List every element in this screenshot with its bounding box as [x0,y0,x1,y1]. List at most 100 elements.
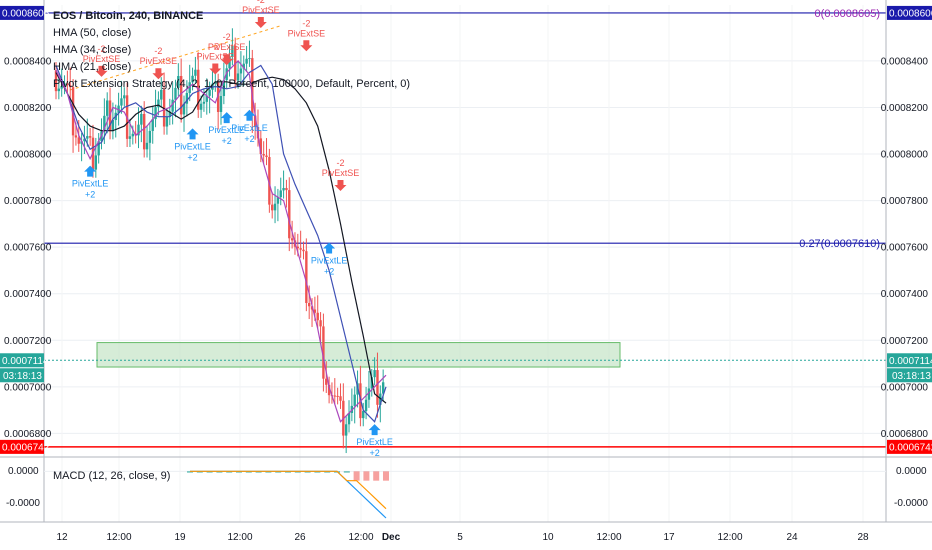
candle-body [307,303,311,307]
long-signal-label: PivExtLE [356,437,393,447]
fib-level-027-label: 0.27(0.0007610) [799,238,880,250]
time-tick: 17 [663,532,675,543]
price-tick: 0.0007600 [4,243,52,254]
candle-body [77,137,80,144]
candle-body [88,136,92,138]
badge-last-left: 0.0007114 [0,353,49,368]
candle-body [174,87,177,100]
indicator-hma21: HMA (21, close) [53,61,131,73]
long-signal-qty: +2 [244,134,254,144]
time-axis[interactable]: 12 12:00 19 12:00 26 12:00 Dec 5 10 12:00 17 12:00 2… [56,532,869,543]
candle-body [194,69,197,76]
candle-body [57,88,61,92]
candle-body [245,58,248,64]
candle-body [157,99,160,108]
down-arrow-icon [209,63,222,75]
macd-histogram-bar [216,471,223,473]
candle-body [131,133,135,137]
candle-body [299,248,302,250]
badge-timer-right: 03:18:13 [887,368,932,383]
long-signal-marker: PivExtLE+2 [72,165,109,200]
candle-body [197,69,200,110]
candle-body [339,396,342,401]
price-tick: 0.0007200 [881,336,929,347]
up-arrow-icon [186,128,199,140]
candle-body [202,101,206,104]
time-tick: 12 [56,532,68,543]
price-tick: 0.0008200 [881,103,929,114]
macd-histogram-bar [265,471,272,473]
badge-top-right: 0.0008606 [887,5,932,20]
macd-histogram-bar [255,471,262,473]
macd-histogram-bar [245,471,252,473]
candle-body [344,424,348,436]
price-tick: 0.0008200 [4,103,52,114]
candle-body [353,394,356,406]
price-axis[interactable]: 0.0008400 0.0008200 0.0008000 0.0007800 … [4,56,52,440]
hma-line [55,72,387,404]
chart-title: EOS / Bitcoin, 240, BINANCE [53,10,203,22]
candle-body [199,103,203,110]
candle-body [376,370,379,405]
time-tick: Dec [382,532,401,543]
macd-signal-line [190,470,387,510]
time-tick: 10 [542,532,554,543]
macd-pane [44,470,886,519]
candle-body [373,370,376,378]
price-tick: 0.0007600 [881,243,929,254]
price-axis-right[interactable]: 0.0008400 0.0008200 0.0008000 0.0007800 … [881,56,929,440]
long-signal-label: PivExtLE [72,179,109,189]
candle-body [367,388,371,400]
time-tick: 12:00 [717,532,742,543]
long-signal-label: PivExtLE [311,255,348,265]
candle-body [154,107,157,120]
candle-body [168,111,171,117]
candle-body [296,246,300,249]
price-tick: 0.0007200 [4,336,52,347]
candle-body [74,135,78,138]
up-arrow-icon [323,242,336,254]
short-signal-qty: -2 [336,158,344,168]
candle-body [251,58,254,116]
badge-low-right: 0.0006742 [887,439,932,454]
macd-histogram-bar [373,471,380,481]
candle-body [325,378,328,385]
long-signal-label: PivExtLE [174,141,211,151]
fib-level-0-label: 0(0.0008605) [815,8,880,20]
long-signal-label: PivExtLE [208,125,245,135]
svg-text:03:18:13: 03:18:13 [892,371,931,382]
down-arrow-icon [334,179,347,191]
short-signal-label: PivExtSE [140,56,178,66]
long-signal-qty: +2 [85,190,95,200]
candle-body [60,86,63,89]
candle-body [370,377,373,389]
macd-tick: 0.0000 [896,466,927,477]
candle-body [259,138,263,154]
short-signal-label: PivExtSE [322,168,360,178]
candle-body [148,130,152,143]
candle-body [123,95,126,99]
price-tick: 0.0008400 [4,56,52,67]
badge-top-left: 0.0008606 [0,5,50,20]
indicator-hma50: HMA (50, close) [53,27,131,39]
candle-body [106,100,109,116]
time-tick: 12:00 [227,532,252,543]
short-signal-qty: -2 [211,42,219,52]
short-signal-label: PivExtSE [197,52,235,62]
candle-body [381,382,385,394]
candle-body [228,57,231,69]
price-tick: 0.0008000 [881,150,929,161]
long-signal-marker: PivExtLE+2 [174,128,211,162]
candle-body [120,98,123,106]
strategy-markers: -2PivExtSE-2PivExtSE-2PivExtSE-2PivExtSE… [72,0,393,458]
short-signal-qty: -2 [257,0,265,5]
candle-body [111,120,115,132]
badge-last-right: 0.0007114 [887,353,932,368]
candle-body [268,157,271,205]
candle-body [54,70,58,92]
candle-body [265,155,268,158]
